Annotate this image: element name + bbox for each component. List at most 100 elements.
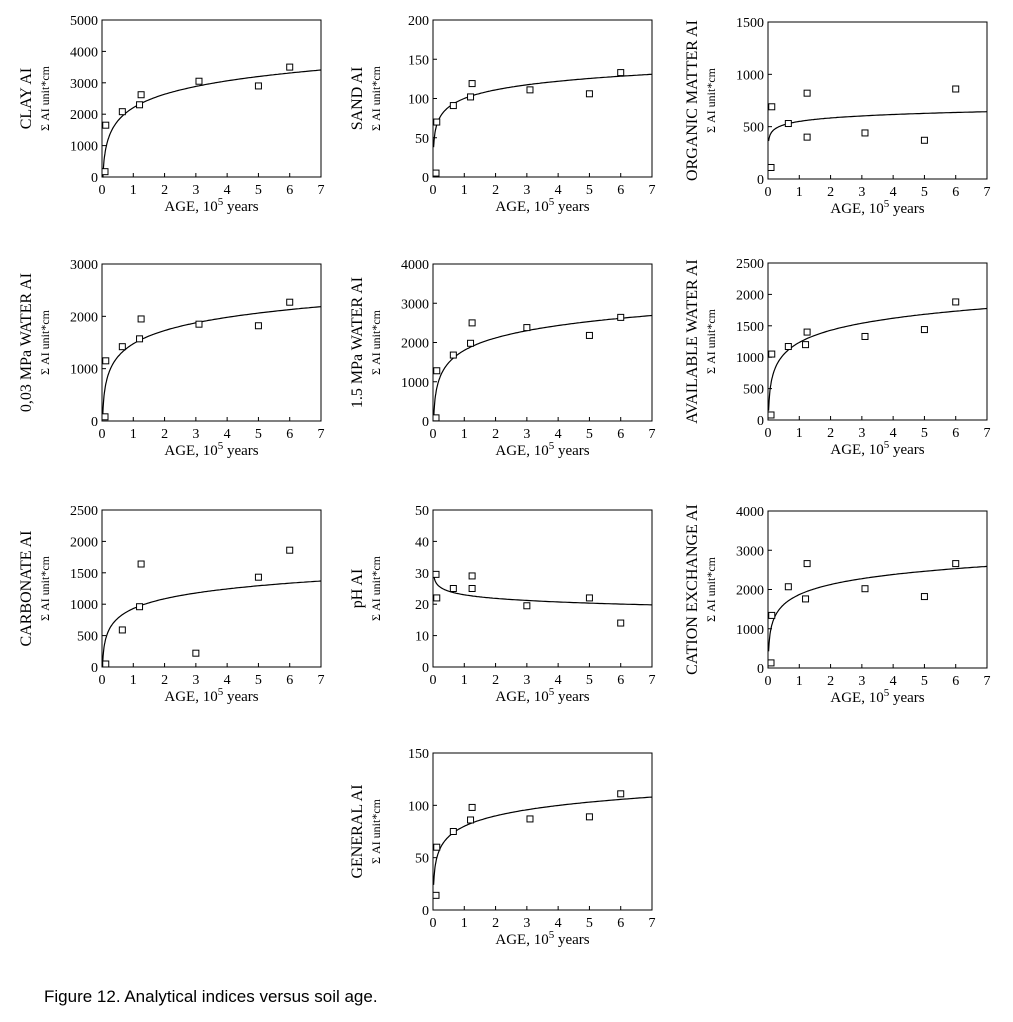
x-tick-label: 2 (492, 183, 499, 198)
plot-frame (101, 263, 322, 422)
y-tick-label: 1000 (70, 598, 98, 613)
data-point (952, 85, 960, 93)
x-tick-label: 5 (586, 427, 593, 442)
data-point (526, 86, 534, 94)
x-tick-label: 3 (858, 185, 865, 200)
x-tick-label: 2 (827, 674, 834, 689)
x-tick-label: 3 (523, 427, 530, 442)
x-tick-label: 1 (130, 673, 137, 688)
panel-title: SAND AI (349, 67, 366, 131)
y-tick-label: 5000 (70, 14, 98, 29)
y-tick-label: 2000 (401, 337, 429, 352)
x-tick-label: 0 (99, 673, 106, 688)
data-point (768, 611, 776, 619)
x-tick-label: 3 (858, 426, 865, 441)
data-point (861, 585, 869, 593)
chart-panel: 0 500 1000 1500 2000 2500 0 1 2 3 4 5 6 7 AGE, 105 yea… (18, 504, 325, 705)
x-tick-label: 2 (492, 427, 499, 442)
x-tick-label: 6 (286, 183, 293, 198)
data-point (617, 619, 625, 627)
y-tick-label: 0 (757, 173, 764, 188)
figure-caption: Figure 12. Analytical indices versus soi… (44, 987, 378, 1006)
data-point (137, 560, 145, 568)
data-point (617, 69, 625, 77)
x-tick-label: 4 (555, 673, 562, 688)
y-tick-label: 3000 (736, 544, 764, 559)
x-tick-label: 5 (586, 673, 593, 688)
plot-frame (101, 19, 322, 178)
data-point (585, 331, 593, 339)
x-tick-label: 4 (555, 916, 562, 931)
y-tick-label: 1000 (70, 140, 98, 155)
data-point (920, 136, 928, 144)
x-tick-label: 6 (617, 673, 624, 688)
x-tick-label: 3 (523, 673, 530, 688)
x-tick-label: 3 (523, 183, 530, 198)
plot-frame (767, 21, 988, 180)
y-tick-label: 0 (91, 661, 98, 676)
x-tick-label: 0 (765, 426, 772, 441)
x-axis-label: AGE, 105 years (164, 440, 258, 459)
x-tick-label: 4 (890, 185, 897, 200)
fit-curve (433, 796, 653, 885)
y-tick-label: 1000 (401, 376, 429, 391)
data-point (952, 560, 960, 568)
x-tick-label: 1 (130, 427, 137, 442)
x-tick-label: 1 (796, 674, 803, 689)
data-point (767, 659, 775, 667)
data-point (767, 411, 775, 419)
x-tick-label: 0 (765, 185, 772, 200)
y-tick-label: 50 (415, 504, 429, 519)
x-tick-label: 3 (192, 673, 199, 688)
y-tick-label: 200 (408, 14, 429, 29)
data-point (784, 343, 792, 351)
x-tick-label: 3 (523, 916, 530, 931)
x-tick-label: 0 (430, 183, 437, 198)
chart-panel: 0 1000 2000 3000 4000 0 1 2 3 4 5 6 7 AGE, 105 years C… (684, 504, 991, 706)
x-tick-label: 0 (430, 673, 437, 688)
x-tick-label: 2 (492, 916, 499, 931)
y-tick-label: 2000 (736, 288, 764, 303)
panel-title: CATION EXCHANGE AI (684, 504, 701, 675)
data-point (617, 313, 625, 321)
data-point (920, 326, 928, 334)
data-point (101, 413, 109, 421)
x-tick-label: 1 (461, 916, 468, 931)
x-tick-label: 1 (461, 673, 468, 688)
x-tick-label: 0 (430, 916, 437, 931)
y-tick-label: 500 (743, 121, 764, 136)
y-tick-label: 3000 (401, 297, 429, 312)
x-tick-label: 2 (161, 427, 168, 442)
data-point (802, 341, 810, 349)
data-point (802, 595, 810, 603)
panel-title: CARBONATE AI (18, 530, 35, 646)
y-tick-label: 500 (77, 630, 98, 645)
data-point (468, 585, 476, 592)
fit-curve (768, 111, 988, 142)
x-tick-label: 6 (286, 673, 293, 688)
data-point (449, 351, 457, 359)
fit-curve (768, 307, 988, 411)
x-tick-label: 0 (765, 674, 772, 689)
y-tick-label: 0 (91, 415, 98, 430)
x-axis-label: AGE, 105 years (830, 198, 924, 217)
fit-curve (433, 574, 653, 606)
y-tick-label: 4000 (736, 505, 764, 520)
data-point (467, 93, 475, 101)
data-point (102, 357, 110, 365)
x-tick-label: 6 (952, 185, 959, 200)
y-tick-label: 1500 (70, 567, 98, 582)
x-tick-label: 7 (649, 916, 656, 931)
data-point (467, 816, 475, 824)
y-tick-label: 1000 (736, 351, 764, 366)
chart-panel: 0 500 1000 1500 2000 2500 0 1 2 3 4 5 6 7 AGE, 105 yea… (684, 257, 991, 458)
chart-panel: 0 50 100 150 0 1 2 3 4 5 6 7 AGE, 105 years GENERAL A… (349, 747, 656, 948)
y-axis-label: Σ AI unit*cm (38, 555, 52, 621)
x-tick-label: 2 (161, 183, 168, 198)
data-point (136, 101, 144, 109)
x-tick-label: 4 (555, 183, 562, 198)
x-tick-label: 5 (255, 427, 262, 442)
data-point (861, 332, 869, 340)
y-tick-label: 1000 (70, 363, 98, 378)
x-axis-label: AGE, 105 years (164, 196, 258, 215)
